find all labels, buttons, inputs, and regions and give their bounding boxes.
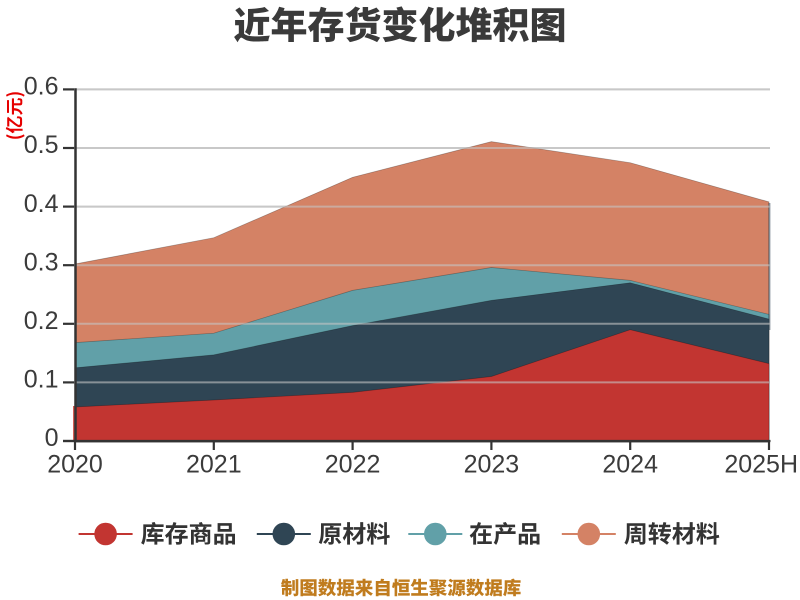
svg-text:2025H: 2025H (724, 451, 798, 479)
svg-text:2021: 2021 (186, 451, 242, 479)
svg-text:2020: 2020 (47, 451, 103, 479)
svg-text:0.6: 0.6 (24, 73, 59, 101)
svg-text:0.5: 0.5 (24, 131, 59, 159)
svg-text:2024: 2024 (602, 451, 658, 479)
svg-text:0.2: 0.2 (24, 307, 59, 335)
svg-text:0.3: 0.3 (24, 248, 59, 276)
svg-text:0.1: 0.1 (24, 366, 59, 394)
svg-text:0.4: 0.4 (24, 190, 59, 218)
svg-text:0: 0 (45, 424, 59, 452)
svg-text:2023: 2023 (464, 451, 520, 479)
svg-text:2022: 2022 (325, 451, 381, 479)
